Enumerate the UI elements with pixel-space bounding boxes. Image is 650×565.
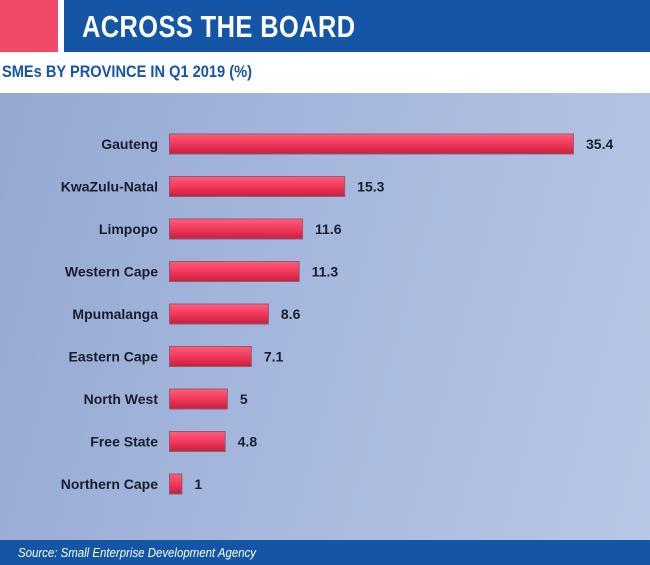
value-label: 4.8 [238, 434, 258, 450]
header-bar [0, 0, 650, 52]
bar-free-state [170, 432, 225, 451]
value-label: 15.3 [357, 179, 384, 195]
subtitle-row [0, 52, 650, 93]
bar-western-cape [170, 262, 299, 281]
bar-kwazulu-natal [170, 177, 345, 196]
category-label: Western Cape [65, 264, 158, 280]
value-label: 7.1 [264, 349, 284, 365]
bar-north-west [170, 389, 227, 409]
category-label: Free State [90, 434, 158, 450]
category-label: Gauteng [101, 136, 158, 152]
header-divider [58, 0, 64, 52]
value-label: 11.3 [312, 264, 339, 280]
bar-mpumalanga [170, 304, 268, 324]
bar-limpopo [170, 219, 303, 239]
value-label: 5 [240, 391, 248, 407]
page-title: ACROSS THE BOARD [82, 9, 356, 44]
header-accent-block [0, 0, 58, 52]
category-label: Limpopo [99, 221, 158, 237]
value-label: 1 [194, 476, 202, 492]
bar-northern-cape [170, 474, 182, 494]
bar-gauteng [170, 134, 573, 154]
footer-bar [0, 540, 650, 565]
category-label: Mpumalanga [72, 306, 158, 322]
value-label: 35.4 [586, 136, 613, 152]
bars-group: Gauteng 35.4 KwaZulu-Natal 15.3 Limpopo 11.6 W… [61, 133, 613, 495]
value-label: 8.6 [281, 306, 301, 322]
plot-area [0, 93, 650, 540]
category-label: North West [84, 391, 159, 407]
source-note: Source: Small Enterprise Development Age… [18, 545, 257, 560]
category-label: Northern Cape [61, 476, 158, 492]
bar-eastern-cape [170, 347, 251, 366]
category-label: Eastern Cape [69, 349, 159, 365]
category-label: KwaZulu-Natal [61, 179, 158, 195]
chart-subtitle: SMEs BY PROVINCE IN Q1 2019 (%) [2, 62, 252, 81]
value-label: 11.6 [315, 221, 342, 237]
